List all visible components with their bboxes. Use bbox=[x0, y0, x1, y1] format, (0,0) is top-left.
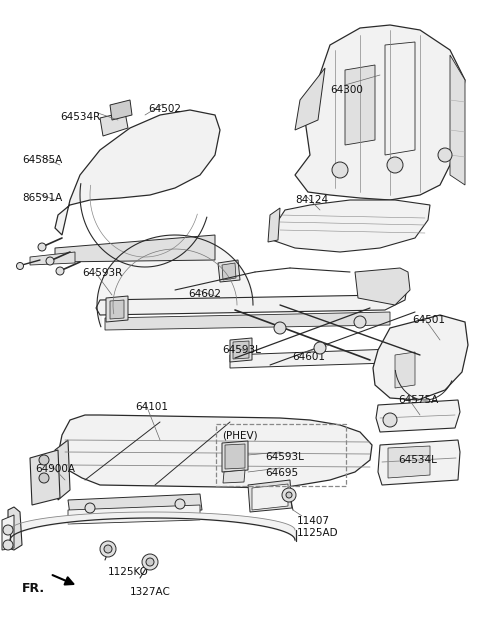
Text: (PHEV): (PHEV) bbox=[222, 430, 258, 440]
Text: 64593R: 64593R bbox=[82, 268, 122, 278]
Circle shape bbox=[46, 257, 54, 265]
Circle shape bbox=[314, 342, 326, 354]
Polygon shape bbox=[345, 65, 375, 145]
Polygon shape bbox=[218, 260, 240, 282]
Polygon shape bbox=[222, 441, 248, 472]
Polygon shape bbox=[225, 444, 245, 469]
Polygon shape bbox=[56, 415, 372, 488]
Polygon shape bbox=[30, 450, 60, 505]
Circle shape bbox=[56, 267, 64, 275]
Polygon shape bbox=[395, 352, 415, 388]
Text: 64593L: 64593L bbox=[222, 345, 261, 355]
Circle shape bbox=[142, 554, 158, 570]
Polygon shape bbox=[55, 235, 215, 262]
Circle shape bbox=[282, 488, 296, 502]
Polygon shape bbox=[105, 312, 390, 330]
Polygon shape bbox=[376, 400, 460, 432]
Circle shape bbox=[354, 316, 366, 328]
Circle shape bbox=[85, 503, 95, 513]
Text: 64601: 64601 bbox=[292, 352, 325, 362]
Polygon shape bbox=[295, 68, 325, 130]
Text: 64534R: 64534R bbox=[60, 112, 100, 122]
Polygon shape bbox=[233, 341, 249, 359]
Circle shape bbox=[38, 243, 46, 251]
Circle shape bbox=[39, 455, 49, 465]
Polygon shape bbox=[30, 252, 75, 265]
Polygon shape bbox=[450, 55, 465, 185]
Circle shape bbox=[3, 540, 13, 550]
Polygon shape bbox=[252, 484, 288, 510]
Text: 86591A: 86591A bbox=[22, 193, 62, 203]
Text: 64534L: 64534L bbox=[398, 455, 437, 465]
Text: 64101: 64101 bbox=[135, 402, 168, 412]
Polygon shape bbox=[8, 507, 22, 550]
Polygon shape bbox=[110, 100, 132, 120]
Polygon shape bbox=[68, 494, 202, 515]
Text: FR.: FR. bbox=[22, 582, 45, 595]
Polygon shape bbox=[110, 300, 124, 319]
Polygon shape bbox=[295, 25, 465, 200]
Polygon shape bbox=[378, 440, 460, 485]
Polygon shape bbox=[68, 505, 200, 524]
Polygon shape bbox=[230, 338, 252, 362]
Circle shape bbox=[146, 558, 154, 566]
Polygon shape bbox=[222, 263, 236, 280]
Circle shape bbox=[100, 541, 116, 557]
Text: 11407: 11407 bbox=[297, 516, 330, 526]
Text: 1125AD: 1125AD bbox=[297, 528, 338, 538]
Circle shape bbox=[332, 162, 348, 178]
Polygon shape bbox=[388, 446, 430, 478]
Text: 1327AC: 1327AC bbox=[130, 587, 171, 597]
Circle shape bbox=[387, 157, 403, 173]
Text: 84124: 84124 bbox=[295, 195, 328, 205]
Circle shape bbox=[39, 473, 49, 483]
Text: 1125KO: 1125KO bbox=[108, 567, 149, 577]
Polygon shape bbox=[385, 42, 415, 155]
Polygon shape bbox=[55, 110, 220, 235]
Polygon shape bbox=[100, 112, 128, 136]
Polygon shape bbox=[96, 280, 408, 315]
Text: 64501: 64501 bbox=[412, 315, 445, 325]
Text: 64575A: 64575A bbox=[398, 395, 438, 405]
Circle shape bbox=[3, 525, 13, 535]
Text: 64585A: 64585A bbox=[22, 155, 62, 165]
Text: 64695: 64695 bbox=[265, 468, 298, 478]
Text: 64602: 64602 bbox=[188, 289, 221, 299]
Circle shape bbox=[438, 148, 452, 162]
Text: 64593L: 64593L bbox=[265, 452, 304, 462]
Circle shape bbox=[274, 322, 286, 334]
Polygon shape bbox=[223, 470, 245, 483]
Circle shape bbox=[104, 545, 112, 553]
Polygon shape bbox=[106, 296, 128, 322]
Polygon shape bbox=[373, 315, 468, 400]
Text: 64502: 64502 bbox=[148, 104, 181, 114]
Polygon shape bbox=[2, 515, 14, 550]
Polygon shape bbox=[230, 348, 420, 368]
Polygon shape bbox=[248, 480, 292, 512]
Text: 64300: 64300 bbox=[330, 85, 363, 95]
Text: 64900A: 64900A bbox=[35, 464, 75, 474]
Circle shape bbox=[175, 499, 185, 509]
Polygon shape bbox=[55, 440, 70, 500]
Circle shape bbox=[383, 413, 397, 427]
Polygon shape bbox=[355, 268, 410, 305]
Circle shape bbox=[16, 263, 24, 269]
Circle shape bbox=[286, 492, 292, 498]
Polygon shape bbox=[268, 208, 280, 242]
Polygon shape bbox=[272, 200, 430, 252]
